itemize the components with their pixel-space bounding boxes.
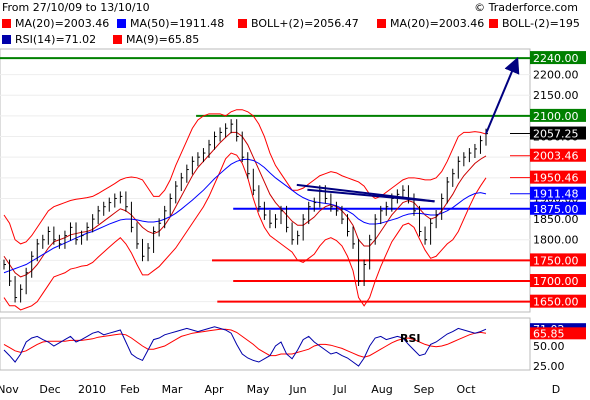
legend-boll-upper: BOLL+(2)=2056.47 (238, 17, 359, 30)
x-axis-label: 2010 (78, 383, 106, 396)
legend-swatch (2, 19, 11, 28)
x-axis-label: Sep (414, 383, 435, 396)
legend-boll-lower: BOLL-(2)=195 (489, 17, 580, 30)
value-tag-label: 1950.46 (533, 172, 579, 185)
legend-rsi: RSI(14)=71.02 (2, 33, 96, 46)
legend-swatch (117, 19, 126, 28)
level-tag (530, 108, 586, 122)
level-tag (530, 51, 586, 65)
level-tag-label: 2240.00 (533, 52, 579, 65)
price-tick-label: 1800.00 (533, 234, 579, 247)
legend-label: BOLL+(2)=2056.47 (251, 17, 359, 30)
projection-arrow (485, 56, 520, 135)
legend-swatch (113, 35, 122, 44)
rsi-label: RSI (400, 332, 421, 345)
x-axis-label: Jul (332, 383, 346, 396)
x-axis-label: D (552, 383, 560, 396)
rsi-tick-label: 25.00 (533, 360, 565, 373)
legend-ma20-2: MA(20)=2003.46 (377, 17, 484, 30)
legend-label: RSI(14)=71.02 (15, 33, 97, 46)
level-tag-label: 1700.00 (533, 275, 579, 288)
legend-label: MA(9)=65.85 (126, 33, 200, 46)
value-tag (530, 170, 586, 184)
legend-ma50: MA(50)=1911.48 (117, 17, 224, 30)
x-axis-label: Aug (371, 383, 392, 396)
price-panel-frame (0, 48, 531, 313)
level-tag (530, 294, 586, 308)
x-axis-label: Dec (39, 383, 60, 396)
rsi-value-tag (530, 327, 586, 340)
x-axis-label: Apr (204, 383, 224, 396)
level-tag-label: 1650.00 (533, 296, 579, 309)
level-tag (530, 201, 586, 215)
value-tag (530, 186, 586, 200)
x-axis-label: Feb (120, 383, 139, 396)
x-axis-label: Oct (456, 383, 476, 396)
rsi-panel-frame (0, 317, 531, 371)
rsi-line (3, 326, 487, 367)
level-tag (530, 253, 586, 267)
value-tag-label: 1911.48 (533, 188, 579, 201)
rsi-tick-label: 50.00 (533, 340, 565, 353)
legend-label: MA(20)=2003.46 (15, 17, 110, 30)
copyright: © Traderforce.com (474, 1, 578, 14)
x-axis-label: Nov (0, 383, 19, 396)
legend-swatch (2, 35, 11, 44)
ma20-line (3, 131, 487, 278)
price-tick-label: 2200.00 (533, 69, 579, 82)
boll-upper-line (3, 109, 487, 245)
legend-ma20: MA(20)=2003.46 (2, 17, 109, 30)
ma50-line (3, 158, 487, 274)
legend-label: BOLL-(2)=195 (502, 17, 580, 30)
legend-swatch (238, 19, 247, 28)
price-tick-label: 2150.00 (533, 89, 579, 102)
value-tag-label: 2003.46 (533, 150, 579, 163)
legend-rsi-ma9: MA(9)=65.85 (113, 33, 199, 46)
level-tag-label: 2100.00 (533, 110, 579, 123)
legend-swatch (489, 19, 498, 28)
x-axis-label: Jun (288, 383, 306, 396)
price-tick-label: 1850.00 (533, 213, 579, 226)
rsi-value-tag-label: 65.85 (533, 327, 565, 340)
date-range: From 27/10/09 to 13/10/10 (2, 1, 150, 14)
x-axis-label: May (247, 383, 270, 396)
rsi-ma9-line (3, 328, 487, 358)
level-tag-label: 1875.00 (533, 203, 579, 216)
trend-line-lower (307, 188, 435, 203)
value-tag (530, 148, 586, 162)
legend-swatch (377, 19, 386, 28)
legend-label: MA(50)=1911.48 (130, 17, 225, 30)
x-axis-label: Mar (162, 383, 183, 396)
value-tag-label: 2057.25 (533, 128, 579, 141)
legend-label: MA(20)=2003.46 (390, 17, 485, 30)
level-tag (530, 274, 586, 288)
boll-lower-line (3, 152, 487, 311)
level-tag-label: 1750.00 (533, 254, 579, 267)
value-tag (530, 126, 586, 140)
